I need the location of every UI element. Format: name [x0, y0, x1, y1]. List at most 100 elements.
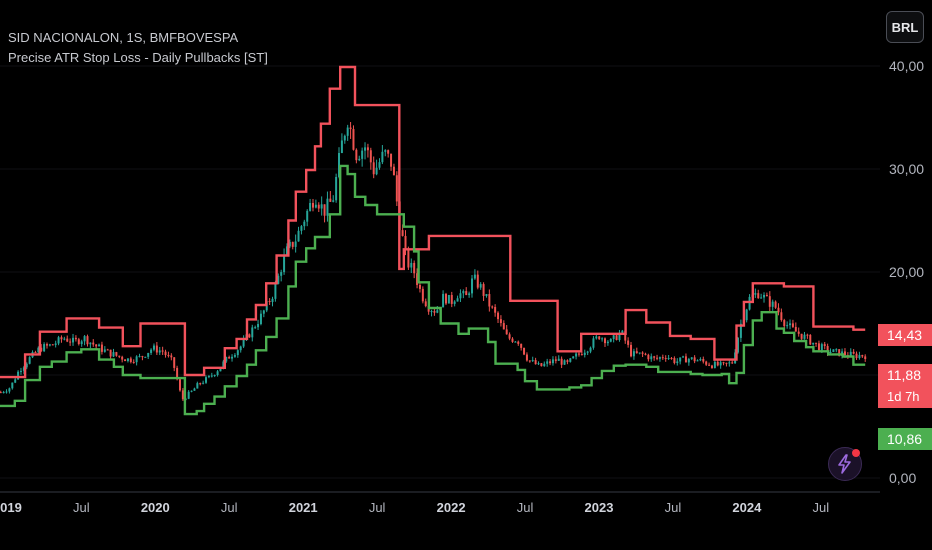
candle-body: [540, 363, 543, 367]
candle-body: [233, 355, 236, 357]
time-axis[interactable]: 2019 Jul 2020 Jul 2021 Jul 2022 Jul 2023 Jul 2024 J…: [0, 500, 829, 515]
candle-body: [343, 135, 346, 141]
candle-body: [173, 357, 176, 368]
candle-body: [66, 338, 69, 342]
last-price-tag: 11,88: [878, 364, 932, 386]
candle-body: [670, 357, 673, 359]
candle-body: [699, 359, 702, 361]
candle-body: [436, 310, 439, 313]
candle-body: [786, 325, 789, 327]
candle-body: [505, 329, 508, 335]
candle-body: [349, 127, 352, 130]
candle-body: [612, 335, 615, 339]
candle-body: [433, 311, 436, 313]
candle-body: [462, 291, 465, 294]
candle-body: [673, 358, 676, 364]
candle-body: [682, 356, 685, 358]
candle-body: [219, 367, 222, 372]
candle-body: [554, 359, 557, 361]
indicator-title[interactable]: Precise ATR Stop Loss - Daily Pullbacks …: [8, 50, 268, 65]
candle-body: [34, 352, 37, 354]
candle-body: [716, 361, 719, 366]
candle-body: [231, 356, 234, 359]
candle-body: [124, 359, 127, 362]
candle-body: [43, 344, 46, 352]
candle-body: [508, 334, 511, 339]
candle-body: [577, 353, 580, 355]
y-tick-label: 40,00: [889, 58, 924, 74]
candle-body: [734, 352, 737, 364]
candle-body: [340, 140, 343, 154]
candle-body: [572, 356, 575, 359]
candle-body: [624, 330, 627, 341]
candle-body: [861, 355, 864, 357]
candle-body: [705, 361, 708, 365]
candle-body: [77, 339, 80, 345]
candle-body: [401, 230, 404, 236]
candle-body: [262, 310, 265, 314]
candle-body: [430, 311, 433, 313]
candle-body: [815, 342, 818, 344]
candle-body: [147, 352, 150, 357]
candle-body: [98, 344, 101, 347]
candle-body: [664, 358, 667, 360]
alert-button[interactable]: [828, 447, 862, 481]
candle-body: [843, 351, 846, 356]
candle-body: [621, 330, 624, 333]
candle-body: [421, 288, 424, 302]
symbol-title[interactable]: SID NACIONALON, 1S, BMFBOVESPA: [8, 30, 239, 45]
candle-body: [731, 362, 734, 364]
candle-body: [210, 375, 213, 377]
candle-body: [207, 375, 210, 378]
candle-body: [317, 204, 320, 209]
candle-body: [303, 221, 306, 227]
candle-body: [687, 358, 690, 363]
candle-body: [725, 362, 728, 364]
candle-body: [141, 356, 144, 358]
candle-body: [216, 371, 219, 376]
candle-body: [387, 150, 390, 154]
candle-body: [100, 344, 103, 352]
candle-body: [482, 284, 485, 296]
candle-body: [780, 312, 783, 321]
candle-body: [832, 349, 835, 353]
candle-body: [300, 226, 303, 231]
candle-body: [135, 356, 138, 363]
candle-body: [719, 362, 722, 366]
y-tick-label: 20,00: [889, 264, 924, 280]
candle-body: [820, 344, 823, 351]
candle-body: [364, 147, 367, 151]
x-tick-label: 2023: [585, 500, 614, 515]
candle-body: [456, 298, 459, 302]
candle-body: [520, 343, 523, 348]
candle-body: [864, 356, 867, 360]
candle-body: [17, 371, 20, 380]
candle-body: [514, 341, 517, 343]
candle-body: [858, 355, 861, 359]
candle-body: [696, 360, 699, 362]
candle-body: [543, 363, 546, 367]
candle-body: [103, 349, 106, 352]
candle-body: [392, 166, 395, 176]
candle-body: [497, 312, 500, 320]
currency-button[interactable]: BRL: [886, 11, 924, 43]
candle-body: [745, 309, 748, 321]
candle-body: [242, 339, 245, 347]
candle-body: [80, 341, 83, 345]
y-tick-label: 0,00: [889, 470, 916, 486]
candle-body: [228, 357, 231, 359]
candle-body: [606, 341, 609, 344]
candle-body: [471, 278, 474, 294]
candle-body: [459, 293, 462, 299]
candle-body: [491, 306, 494, 308]
candle-body: [86, 336, 89, 345]
candle-body: [358, 158, 361, 161]
candle-body: [323, 204, 326, 216]
candle-body: [63, 338, 66, 340]
candle-body: [679, 357, 682, 362]
candle-body: [586, 351, 589, 353]
candle-body: [739, 323, 742, 338]
candle-body: [806, 334, 809, 336]
